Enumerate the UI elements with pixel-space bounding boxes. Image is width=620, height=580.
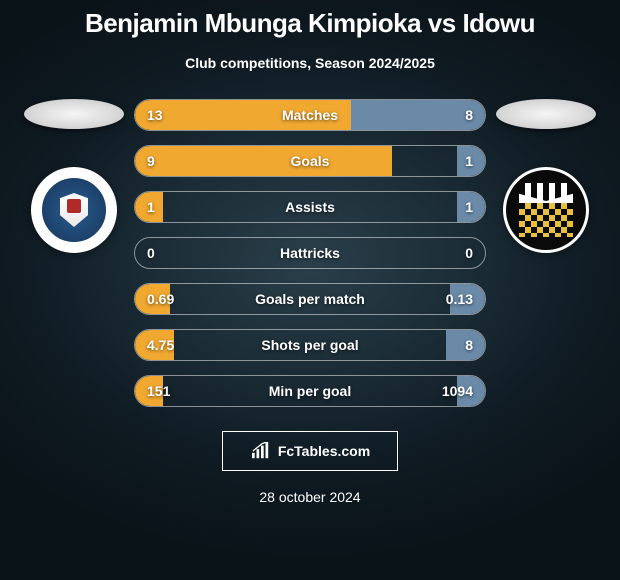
stat-label: Goals per match [255, 291, 365, 307]
stat-value-right: 1 [465, 199, 473, 215]
fctables-logo-icon [250, 442, 272, 460]
left-column [24, 99, 124, 253]
container: Benjamin Mbunga Kimpioka vs Idowu Club c… [0, 0, 620, 580]
stat-label: Shots per goal [261, 337, 358, 353]
page-title: Benjamin Mbunga Kimpioka vs Idowu [85, 8, 535, 39]
stat-value-left: 1 [147, 199, 155, 215]
shield-icon [60, 193, 88, 227]
stat-value-right: 1 [465, 153, 473, 169]
stat-label: Assists [285, 199, 335, 215]
stat-value-left: 4.75 [147, 337, 174, 353]
stat-row: 4.75 Shots per goal 8 [134, 329, 486, 361]
checker-pattern [519, 203, 573, 237]
stat-label: Hattricks [280, 245, 340, 261]
stat-value-right: 8 [465, 107, 473, 123]
chevron-pattern [519, 183, 573, 201]
stat-value-right: 1094 [442, 383, 473, 399]
main-row: 13 Matches 8 9 Goals 1 1 Assists 1 0 Hattricks 0 0.6… [0, 99, 620, 407]
stat-value-left: 0.69 [147, 291, 174, 307]
stat-value-left: 9 [147, 153, 155, 169]
stat-value-left: 0 [147, 245, 155, 261]
stat-row: 0.69 Goals per match 0.13 [134, 283, 486, 315]
right-column [496, 99, 596, 253]
stat-row: 1 Assists 1 [134, 191, 486, 223]
stat-value-right: 0 [465, 245, 473, 261]
stat-label: Min per goal [269, 383, 351, 399]
player-left-avatar [24, 99, 124, 129]
club-left-badge [31, 167, 117, 253]
stat-label: Matches [282, 107, 338, 123]
stat-row: 13 Matches 8 [134, 99, 486, 131]
club-right-badge [503, 167, 589, 253]
stat-row: 151 Min per goal 1094 [134, 375, 486, 407]
subtitle: Club competitions, Season 2024/2025 [185, 55, 435, 71]
stat-row: 0 Hattricks 0 [134, 237, 486, 269]
footer-label: FcTables.com [278, 443, 370, 459]
stat-value-right: 8 [465, 337, 473, 353]
stat-row: 9 Goals 1 [134, 145, 486, 177]
date-label: 28 october 2024 [259, 489, 360, 505]
footer-attribution: FcTables.com [222, 431, 398, 471]
stat-value-left: 151 [147, 383, 170, 399]
stat-value-left: 13 [147, 107, 163, 123]
bar-left [135, 146, 392, 176]
stat-value-right: 0.13 [446, 291, 473, 307]
club-right-badge-inner [519, 183, 573, 237]
stats-column: 13 Matches 8 9 Goals 1 1 Assists 1 0 Hattricks 0 0.6… [134, 99, 486, 407]
player-right-avatar [496, 99, 596, 129]
stat-label: Goals [291, 153, 330, 169]
club-left-badge-inner [39, 175, 109, 245]
